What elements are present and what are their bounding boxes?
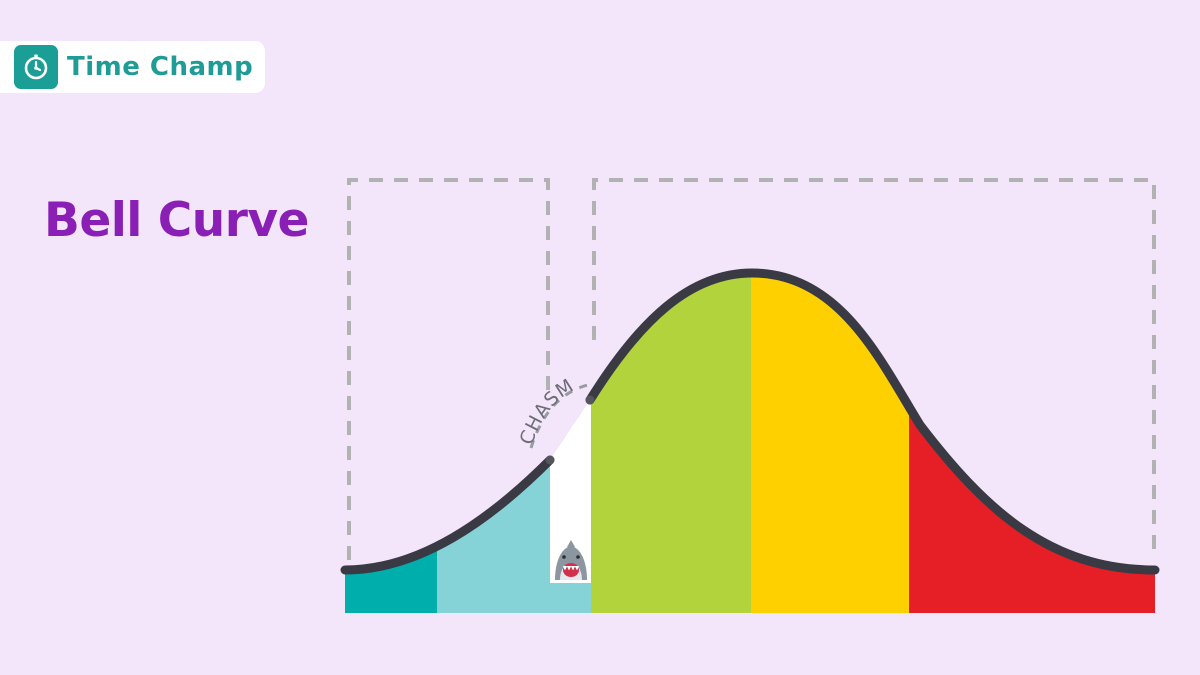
dashed-frame-left: [347, 178, 550, 560]
brand-name: Time Champ: [67, 52, 254, 82]
bell-curve-line-left: [340, 455, 555, 575]
brand-logo: Time Champ: [0, 41, 265, 93]
dashed-frame-right: [592, 178, 1156, 560]
stopwatch-icon: [14, 45, 58, 89]
chasm-edge-dot-left: [545, 455, 555, 465]
chasm-dashed-arc: [529, 382, 593, 449]
chasm-gap-base: [550, 583, 591, 613]
shark-icon: [555, 540, 587, 580]
bell-curve-line-right: [585, 268, 1160, 575]
chasm-gap: [550, 273, 591, 583]
page-title: Bell Curve: [44, 193, 309, 248]
chasm-edge-dot-right: [585, 395, 595, 405]
